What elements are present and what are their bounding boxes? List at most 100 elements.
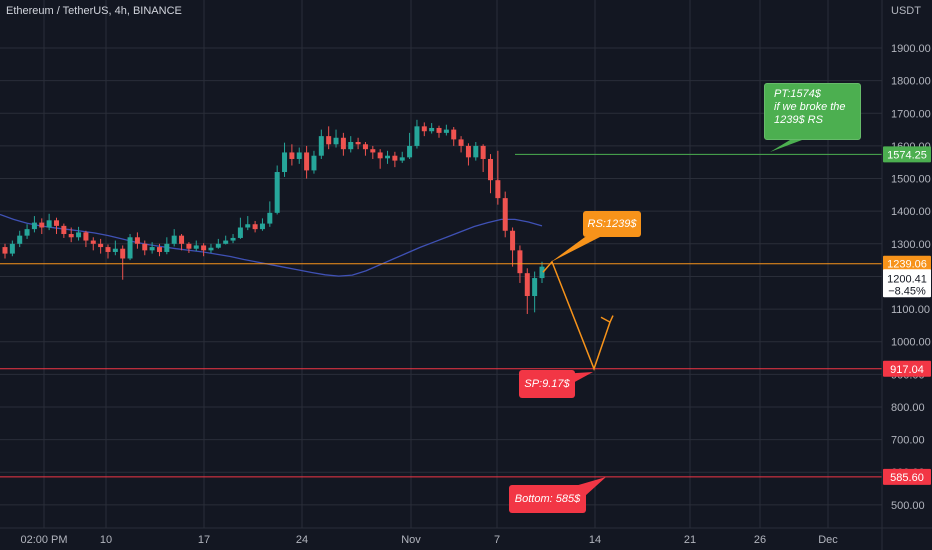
candle-body [465, 145, 471, 158]
candle [171, 229, 177, 247]
candle-body [495, 180, 501, 199]
candle [179, 234, 185, 251]
price-level-tag-text: 1239.06 [887, 259, 927, 271]
projection-path [542, 134, 818, 496]
candle-body [539, 266, 545, 279]
candle-body [429, 127, 435, 132]
candle [392, 151, 398, 168]
candle-body [149, 247, 155, 251]
price-tick-label: 1300.00 [891, 239, 931, 251]
candle [142, 240, 148, 256]
time-tick-label: Dec [818, 534, 838, 546]
candle [480, 144, 486, 173]
candle-body [348, 142, 354, 150]
candle-body [223, 240, 229, 244]
price-tick-label: 500.00 [891, 500, 925, 512]
last-price-change: −8.45% [888, 285, 926, 297]
candle [362, 142, 368, 156]
candle-body [488, 158, 494, 181]
candle [451, 126, 457, 146]
candle [267, 201, 273, 227]
candle [289, 144, 295, 166]
price-level-tag [883, 360, 931, 377]
callout-pt-line-1: PT:1574$ [774, 88, 821, 100]
callout-bottom[interactable]: Bottom: 585$ [509, 485, 586, 513]
candle [24, 224, 30, 239]
candle [53, 217, 59, 235]
candle-body [105, 247, 111, 252]
candle [120, 245, 126, 280]
symbol-title: Ethereum / TetherUS, 4h, BINANCE [6, 5, 182, 17]
candle [237, 217, 243, 239]
candle [98, 238, 104, 254]
candle [348, 136, 354, 153]
candle-body [230, 237, 236, 241]
candle [311, 150, 317, 174]
candle [333, 129, 339, 148]
callout-support[interactable]: SP:9.17$ [519, 370, 575, 398]
price-tick-label: 1400.00 [891, 206, 931, 218]
price-level-lines [0, 153, 882, 478]
candle [46, 213, 52, 231]
candle [112, 240, 118, 256]
time-tick-label: 26 [754, 534, 766, 546]
candle-body [39, 222, 45, 228]
candle-body [510, 230, 516, 251]
callout-resistance[interactable]: RS:1239$ [583, 211, 641, 237]
price-level-tag [883, 255, 931, 272]
candle-body [274, 172, 280, 213]
candle [134, 232, 140, 249]
projection-zigzag [542, 260, 611, 371]
callout-rs-text: RS:1239$ [587, 218, 637, 230]
candle-body [171, 235, 177, 244]
candle-body [252, 224, 258, 230]
candle [230, 234, 236, 244]
candle [223, 235, 229, 245]
candle-body [215, 243, 221, 248]
candle [465, 143, 471, 166]
candle-body [193, 245, 199, 249]
candle-body [385, 155, 391, 159]
candle-body [208, 247, 214, 251]
candle-body [112, 248, 118, 252]
candle [539, 261, 545, 283]
candle [355, 137, 361, 150]
candle-body [61, 225, 67, 235]
price-axis[interactable]: 500.00600.00700.00800.00900.001000.00110… [881, 0, 931, 550]
candle-body [296, 152, 302, 159]
time-tick-label: 14 [589, 534, 601, 546]
candle-body [311, 155, 317, 171]
candle [377, 149, 383, 169]
candle-body [304, 152, 310, 171]
projection-arrowhead [600, 315, 614, 324]
candle-body [31, 222, 37, 230]
candle [282, 142, 288, 177]
candle-body [333, 137, 339, 145]
callout-profit-target[interactable]: PT:1574$ if we broke the 1239$ RS [764, 83, 861, 140]
candle [429, 123, 435, 134]
time-tick-label: 21 [684, 534, 696, 546]
candle [39, 218, 45, 235]
candle [252, 220, 258, 233]
candle-body [355, 142, 361, 145]
callout-pt-line-3: 1239$ RS [774, 114, 823, 126]
candle [31, 216, 37, 233]
candle-body [83, 232, 89, 241]
candle-body [90, 240, 96, 244]
candle [105, 244, 111, 259]
last-price-value: 1200.41 [887, 273, 927, 285]
price-tick-label: 1500.00 [891, 174, 931, 186]
candle [208, 243, 214, 253]
time-axis[interactable]: 02:00 PM 10 17 24 Nov 7 14 21 26 Dec [0, 527, 932, 546]
price-level-tag-text: 1574.25 [887, 149, 927, 161]
candle [458, 136, 464, 153]
candle-body [517, 250, 523, 274]
callout-bottom-text: Bottom: 585$ [514, 493, 581, 505]
candle-body [289, 152, 295, 159]
candle-body [245, 224, 251, 228]
candle-body [458, 139, 464, 146]
candle-body [326, 136, 332, 145]
candle-body [237, 227, 243, 238]
callout-sp-text: SP:9.17$ [524, 378, 570, 390]
